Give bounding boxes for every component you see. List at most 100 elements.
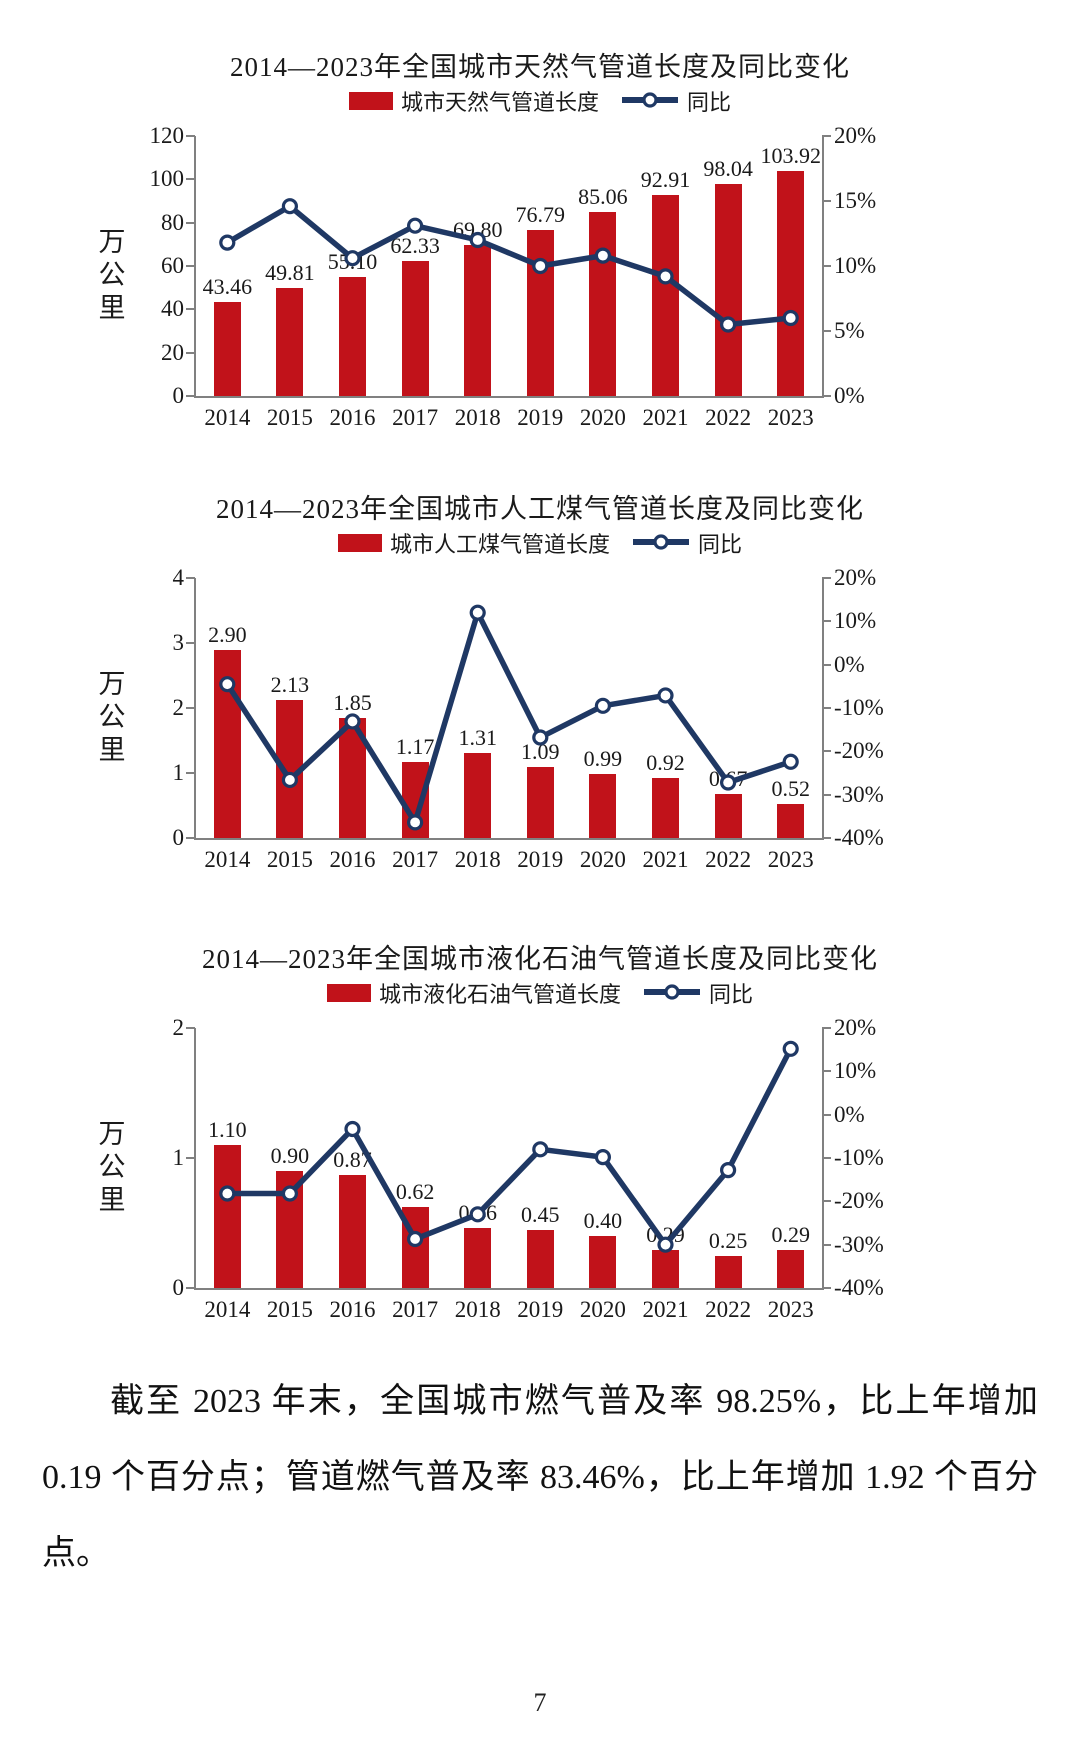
pipeline-length-bar bbox=[777, 170, 805, 396]
right-axis-tick bbox=[822, 1113, 831, 1116]
right-axis-tick bbox=[822, 1027, 831, 1029]
pipeline-length-bar bbox=[714, 183, 742, 396]
left-axis-tick-label: 3 bbox=[172, 630, 185, 655]
plot-area: 0 1 2 3 4 20% 10% 0% -10% -20% -30% -40% 2.90 2014 2.1… bbox=[173, 565, 884, 872]
pipeline-length-bar bbox=[339, 276, 366, 396]
right-axis-tick bbox=[822, 135, 831, 137]
left-axis-tick-label: 2 bbox=[172, 695, 185, 720]
left-axis-tick bbox=[186, 577, 195, 579]
yoy-line-marker bbox=[594, 697, 611, 714]
x-axis-label: 2016 bbox=[329, 847, 376, 872]
x-axis-label: 2020 bbox=[579, 847, 626, 872]
bar-value-label: 1.10 bbox=[208, 1117, 247, 1142]
bar-value-label: 103.92 bbox=[760, 142, 821, 168]
right-axis-tick-label: 20% bbox=[834, 1015, 877, 1040]
x-axis-label: 2023 bbox=[767, 847, 814, 872]
left-axis-tick bbox=[186, 1027, 195, 1029]
right-axis-tick-label: -30% bbox=[834, 781, 884, 807]
left-axis-tick-label: 80 bbox=[161, 209, 184, 235]
left-axis-tick bbox=[186, 351, 195, 354]
yoy-line-marker bbox=[469, 1206, 486, 1223]
line-legend-label: 同比 bbox=[687, 90, 732, 115]
page-number: 7 bbox=[533, 1688, 547, 1717]
x-axis-label: 2017 bbox=[392, 405, 439, 430]
yoy-line-marker bbox=[469, 231, 486, 249]
right-axis-tick bbox=[822, 1157, 831, 1159]
x-axis-label: 2019 bbox=[517, 847, 564, 872]
right-axis-tick-label: 20% bbox=[834, 123, 877, 148]
pipeline-length-bar bbox=[213, 1145, 241, 1288]
yoy-line-marker bbox=[532, 257, 549, 275]
x-axis-label: 2017 bbox=[392, 847, 439, 872]
pipeline-length-bar bbox=[276, 288, 304, 396]
yoy-line-marker bbox=[657, 1236, 674, 1253]
yoy-line-marker bbox=[219, 676, 236, 693]
left-axis-tick bbox=[186, 395, 195, 397]
pipeline-length-bar bbox=[589, 211, 617, 396]
left-axis-tick-label: 4 bbox=[172, 565, 185, 590]
y-axis-unit-label: 万公里 bbox=[98, 1119, 126, 1215]
right-axis-tick bbox=[822, 1287, 831, 1289]
bar-legend-label: 城市液化石油气管道长度 bbox=[378, 982, 621, 1007]
chart-title: 2014—2023年全国城市天然气管道长度及同比变化 bbox=[230, 52, 850, 82]
yoy-line-marker bbox=[782, 753, 799, 770]
yoy-line-marker bbox=[719, 316, 737, 333]
left-axis-tick-label: 0 bbox=[172, 383, 185, 408]
bar-value-label: 1.85 bbox=[333, 689, 372, 715]
x-axis-label: 2022 bbox=[705, 847, 752, 872]
chart-title: 2014—2023年全国城市液化石油气管道长度及同比变化 bbox=[202, 944, 878, 974]
plot-holder: 万公里 0 1 2 3 4 20% 10% 0% -10% -20% -30% -40% 2.90 201… bbox=[0, 564, 1080, 872]
chart-title: 2014—2023年全国城市人工煤气管道长度及同比变化 bbox=[216, 494, 864, 524]
yoy-line-marker bbox=[344, 713, 361, 730]
left-axis-tick-label: 60 bbox=[161, 253, 184, 278]
yoy-line-marker bbox=[532, 729, 549, 746]
x-axis-label: 2021 bbox=[642, 847, 689, 872]
x-axis-label: 2015 bbox=[266, 1297, 313, 1322]
x-axis-label: 2018 bbox=[454, 847, 501, 872]
right-axis-tick-label: -40% bbox=[834, 1275, 884, 1300]
right-axis-tick bbox=[822, 1070, 831, 1073]
left-axis-tick-label: 2 bbox=[172, 1015, 185, 1040]
yoy-line bbox=[219, 198, 799, 333]
yoy-line-marker bbox=[407, 1230, 424, 1248]
pipeline-length-bar bbox=[464, 752, 492, 838]
pipeline-length-bar bbox=[714, 794, 742, 838]
right-axis-tick-label: -10% bbox=[834, 695, 884, 720]
pipeline-length-bar bbox=[777, 1250, 805, 1288]
x-axis-label: 2016 bbox=[329, 405, 376, 430]
left-axis-tick bbox=[186, 135, 195, 137]
yoy-line-marker bbox=[594, 1149, 611, 1166]
bar-value-label: 98.04 bbox=[703, 155, 753, 181]
bar-value-label: 92.91 bbox=[640, 166, 691, 192]
bar-legend-label: 城市天然气管道长度 bbox=[400, 90, 599, 115]
pipeline-length-bar bbox=[401, 260, 429, 396]
x-axis-label: 2020 bbox=[579, 405, 626, 430]
bar-value-label: 76.79 bbox=[515, 201, 566, 227]
right-axis-tick bbox=[822, 577, 831, 579]
pipeline-length-bar bbox=[652, 1250, 679, 1288]
yoy-line-marker bbox=[594, 247, 611, 264]
bar-value-label: 0.99 bbox=[583, 745, 623, 771]
yoy-line-marker bbox=[782, 309, 799, 327]
right-axis-tick-label: -20% bbox=[834, 1188, 884, 1214]
left-axis-tick bbox=[186, 642, 195, 644]
plot-area: 0 1 2 20% 10% 0% -10% -20% -30% -40% 1.10 2014 0.90 2… bbox=[173, 1015, 884, 1322]
yoy-line-marker bbox=[532, 1141, 549, 1158]
pipeline-length-bar bbox=[526, 1229, 554, 1288]
left-axis-tick-label: 100 bbox=[149, 166, 185, 192]
x-axis-label: 2020 bbox=[579, 1297, 626, 1322]
x-axis-label: 2019 bbox=[517, 1297, 564, 1322]
bar-value-label: 0.90 bbox=[270, 1143, 310, 1168]
right-axis-tick bbox=[822, 395, 831, 397]
x-axis-label: 2017 bbox=[392, 1297, 439, 1322]
bar-value-label: 1.17 bbox=[395, 733, 435, 759]
right-axis-tick-label: -20% bbox=[834, 738, 884, 764]
chart-legend: 城市液化石油气管道长度 同比 bbox=[0, 978, 1080, 1008]
right-axis-tick-label: 0% bbox=[834, 1101, 865, 1127]
right-axis-tick bbox=[822, 620, 831, 623]
x-axis-label: 2014 bbox=[204, 405, 251, 430]
lpg-pipeline-chart: 2014—2023年全国城市液化石油气管道长度及同比变化 城市液化石油气管道长度… bbox=[0, 932, 1080, 1322]
right-axis-tick bbox=[822, 330, 831, 332]
bar-value-label: 62.33 bbox=[390, 232, 440, 258]
yoy-line-marker bbox=[407, 814, 424, 831]
